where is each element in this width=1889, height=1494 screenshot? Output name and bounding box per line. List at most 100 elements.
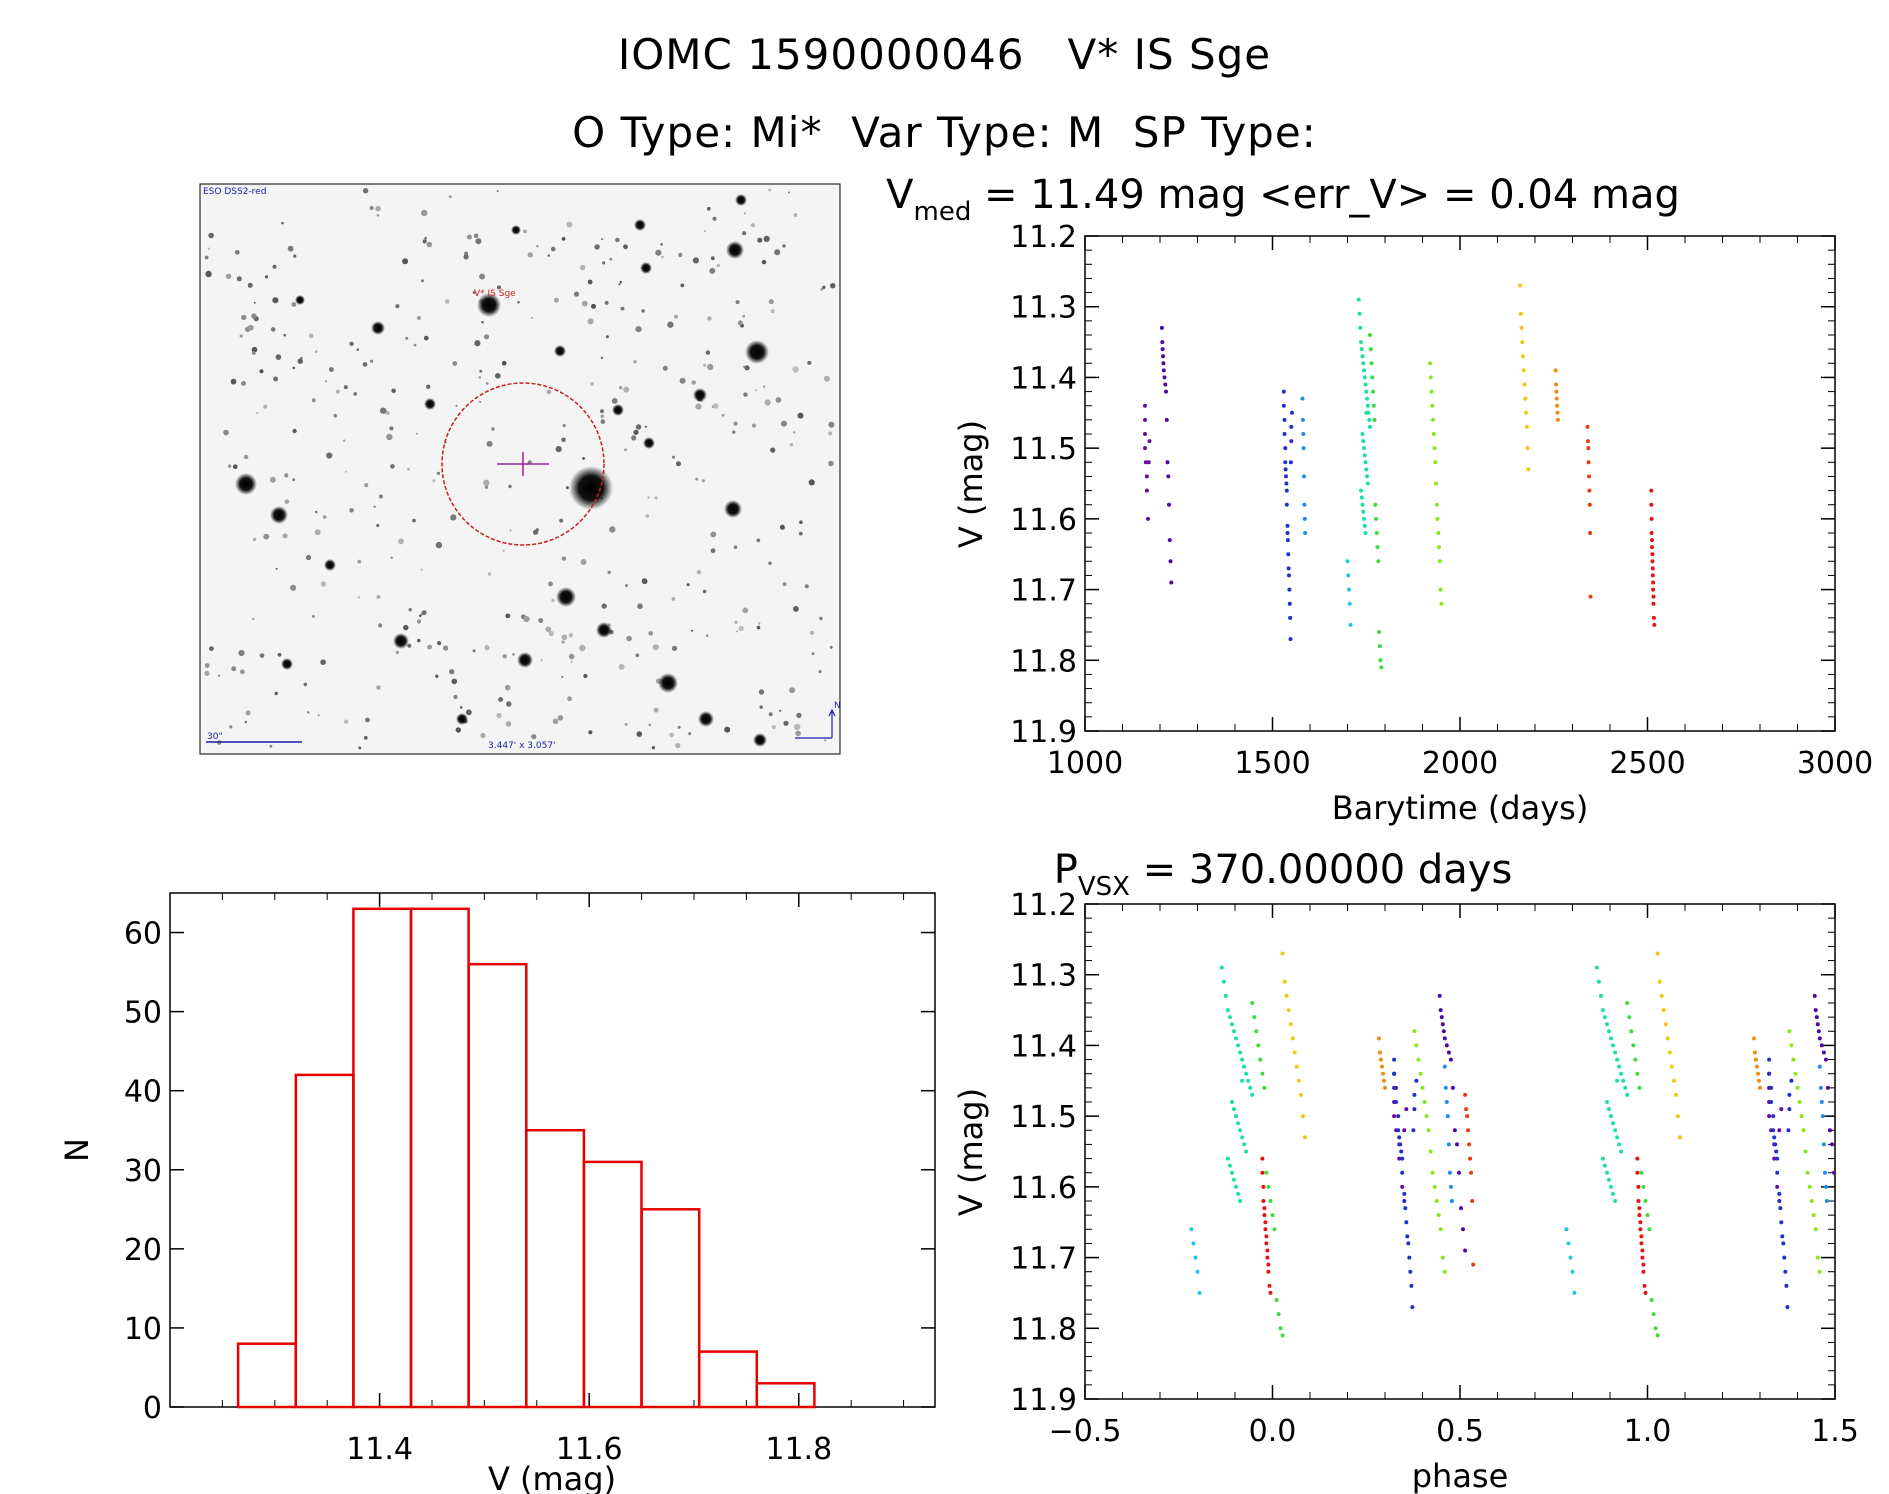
phased-point-s12 <box>1638 1220 1643 1225</box>
phased-point-s6 <box>1240 1078 1245 1083</box>
phased-point-s10 <box>1377 1050 1382 1055</box>
phased-point-s8 <box>1795 1085 1800 1090</box>
x-tick-label: 1.0 <box>1624 1414 1672 1449</box>
phased-point-s9 <box>1282 979 1287 984</box>
phased-point-s9 <box>1298 1092 1303 1097</box>
phased-point-s10 <box>1757 1078 1761 1083</box>
phased-point-s6 <box>1250 1092 1255 1097</box>
phased-point-s5 <box>1572 1290 1577 1295</box>
x-tick-label: 3000 <box>1797 746 1873 781</box>
phased-point-s12 <box>1266 1269 1271 1274</box>
lightcurve-point-s3 <box>1287 601 1292 606</box>
phased-point-s7 <box>1260 1071 1265 1076</box>
phased-point-s6 <box>1236 1043 1240 1048</box>
phased-point-s8 <box>1432 1184 1437 1189</box>
phased-point-s5 <box>1197 1290 1202 1295</box>
lightcurve-point-s11 <box>1587 474 1591 479</box>
lightcurve-title-rest: = 11.49 mag <err_V> = 0.04 mag <box>971 172 1680 218</box>
phased-point-s5 <box>1568 1255 1573 1260</box>
phased-point-s12 <box>1265 1255 1270 1260</box>
phased-point-s2 <box>1455 1142 1459 1147</box>
lightcurve-point-s7 <box>1374 531 1379 535</box>
lightcurve-point-s2 <box>1168 559 1173 564</box>
lightcurve-point-s1 <box>1143 446 1147 451</box>
phased-point-s8 <box>1440 1255 1445 1260</box>
lightcurve-point-s12 <box>1651 615 1656 620</box>
phased-point-s3 <box>1780 1234 1785 1239</box>
lightcurve-title-sub: med <box>914 197 972 227</box>
phased-point-s5 <box>1564 1227 1569 1232</box>
phased-point-s4 <box>1820 1114 1825 1119</box>
phased-point-s2 <box>1442 1036 1447 1041</box>
phased-point-s3 <box>1403 1206 1408 1211</box>
lightcurve-point-s11 <box>1588 531 1593 535</box>
lightcurve-point-s8 <box>1432 446 1437 451</box>
lightcurve-point-s3 <box>1287 573 1291 578</box>
phased-point-s6 <box>1246 1078 1251 1083</box>
lightcurve-point-s4 <box>1302 516 1307 521</box>
phased-point-s6 <box>1232 1029 1236 1034</box>
lightcurve-point-s8 <box>1428 361 1432 366</box>
phased-point-s5 <box>1566 1241 1571 1246</box>
phased-point-s6 <box>1619 1149 1624 1154</box>
phased-point-s2 <box>1814 1015 1819 1020</box>
phased-point-s4 <box>1449 1199 1454 1203</box>
phased-point-s6 <box>1219 965 1224 970</box>
phased-point-s6 <box>1227 1015 1232 1020</box>
lightcurve-point-s3 <box>1282 417 1287 422</box>
phased-point-s7 <box>1270 1213 1275 1218</box>
phased-title-rest: = 370.00000 days <box>1130 847 1512 893</box>
phased-point-s3 <box>1412 1107 1417 1112</box>
phased-point-s3 <box>1778 1206 1783 1211</box>
lightcurve-point-s12 <box>1650 559 1655 564</box>
y-tick-label: 11.3 <box>1010 959 1077 994</box>
phased-ylabel: V (mag) <box>952 1088 990 1216</box>
phased-point-s10 <box>1376 1036 1381 1041</box>
phased-point-s8 <box>1813 1227 1818 1232</box>
lightcurve-point-s3 <box>1290 410 1294 415</box>
phased-point-s3 <box>1775 1156 1780 1161</box>
phased-point-s7 <box>1272 1227 1277 1232</box>
histogram-bar <box>294 1073 355 1409</box>
y-tick-label: 40 <box>124 1075 162 1110</box>
phased-point-s5 <box>1191 1241 1196 1246</box>
phased-point-s3 <box>1767 1057 1772 1062</box>
phased-point-s9 <box>1655 951 1660 956</box>
phased-point-s7 <box>1278 1326 1283 1331</box>
lightcurve-point-s8 <box>1434 481 1438 486</box>
phased-title-sub: VSX <box>1078 872 1130 902</box>
y-tick-label: 10 <box>124 1312 162 1347</box>
phased-point-s12 <box>1260 1170 1265 1175</box>
x-tick-label: 11.8 <box>765 1432 832 1467</box>
phased-point-s12 <box>1635 1170 1640 1175</box>
phased-point-s6 <box>1609 1184 1613 1189</box>
phased-point-s7 <box>1629 1029 1634 1034</box>
phased-point-s6 <box>1234 1184 1238 1189</box>
phased-point-s12 <box>1261 1184 1266 1189</box>
lightcurve-point-s1 <box>1143 417 1147 422</box>
phased-point-s7 <box>1653 1326 1658 1331</box>
lightcurve-point-s4 <box>1300 396 1305 401</box>
phased-point-s3 <box>1406 1241 1411 1246</box>
lightcurve-point-s2 <box>1161 368 1166 373</box>
phased-point-s8 <box>1422 1100 1427 1104</box>
lightcurve-point-s12 <box>1649 531 1654 535</box>
y-tick-label: 11.2 <box>1010 220 1077 255</box>
phased-point-s6 <box>1619 1071 1624 1076</box>
lightcurve-point-s12 <box>1651 594 1656 599</box>
phased-point-s3 <box>1771 1128 1776 1133</box>
phased-point-s6 <box>1244 1149 1249 1154</box>
lightcurve-point-s12 <box>1650 552 1655 557</box>
phased-point-s9 <box>1667 1050 1672 1055</box>
phased-point-s8 <box>1424 1114 1429 1119</box>
phased-point-s4 <box>1823 1184 1828 1189</box>
y-tick-label: 11.9 <box>1010 715 1077 750</box>
phased-point-s9 <box>1659 993 1664 998</box>
phased-point-s8 <box>1434 1199 1439 1203</box>
phased-point-s10 <box>1378 1057 1383 1062</box>
x-tick-label: 1500 <box>1234 746 1310 781</box>
lightcurve-point-s6 <box>1360 502 1365 507</box>
phased-point-s11 <box>1469 1170 1474 1175</box>
histogram-bar <box>467 962 528 1409</box>
